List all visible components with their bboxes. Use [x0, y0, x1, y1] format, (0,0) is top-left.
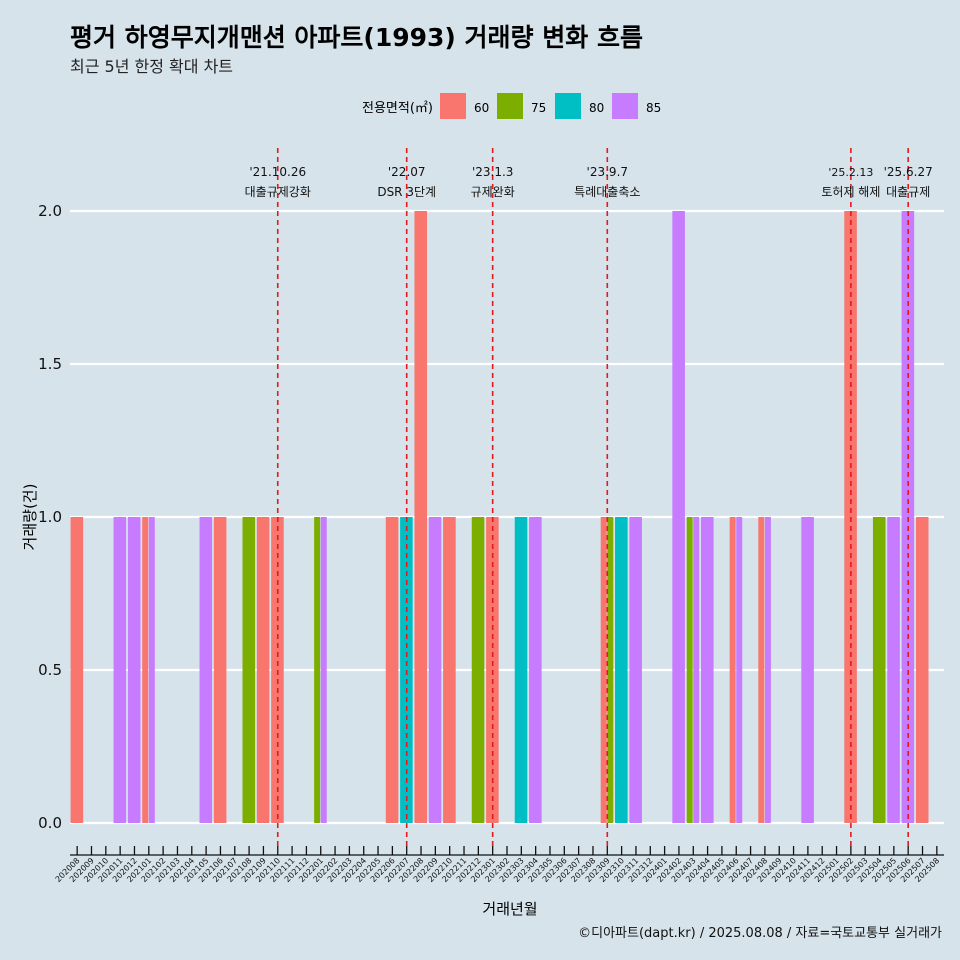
y-tick-label: 1.5	[38, 355, 62, 373]
bar-202406-60	[729, 517, 736, 823]
annotation-date: '22.07	[388, 165, 426, 179]
annotation-label: 대출규제	[886, 185, 930, 199]
legend-title: 전용면적(㎡)	[362, 101, 433, 116]
annotation-label: DSR 3단계	[377, 185, 436, 199]
legend-label-85: 85	[646, 101, 661, 115]
y-tick-label: 1.0	[38, 508, 62, 526]
bar-202408-85	[764, 517, 771, 823]
x-axis-label: 거래년월	[482, 900, 537, 918]
bar-202108-75	[242, 517, 256, 823]
bar-202011-85	[113, 517, 127, 823]
y-axis-label: 거래량(건)	[21, 484, 39, 551]
legend: 전용면적(㎡) 60 75 80 85	[362, 93, 661, 119]
legend-swatch-60	[440, 93, 466, 119]
bar-202310-80	[615, 517, 628, 823]
bar-202209-85	[428, 517, 442, 823]
y-axis: 0.0 0.5 1.0 1.5 2.0	[38, 202, 62, 832]
annotation-label: 특례대출축소	[574, 185, 640, 199]
bar-202311-85	[629, 517, 642, 823]
y-tick-label: 2.0	[38, 202, 62, 220]
bar-202403-85	[693, 517, 700, 823]
bar-202402-85	[672, 211, 685, 823]
annotation-date: '23.9.7	[587, 165, 628, 179]
bar-202106-60	[213, 517, 227, 823]
y-tick-label: 0.5	[38, 661, 62, 679]
legend-label-75: 75	[531, 101, 546, 115]
bar-202403-75	[686, 517, 693, 823]
bar-202105-85	[199, 517, 213, 823]
bar-202309-60	[600, 517, 607, 823]
annotation-label: 규제완화	[471, 185, 515, 199]
annotation-date: '23.1.3	[472, 165, 513, 179]
bar-202206-60	[385, 517, 399, 823]
chart-title: 평거 하영무지개맨션 아파트(1993) 거래량 변화 흐름	[70, 23, 643, 52]
annotation-label: 대출규제강화	[245, 185, 311, 199]
bar-202507-60	[915, 517, 929, 823]
bar-202304-85	[529, 517, 542, 823]
bar-202101-60	[142, 517, 149, 823]
bar-202504-75	[872, 517, 886, 823]
bar-202505-85	[887, 517, 900, 823]
bar-202201-75	[314, 517, 321, 823]
bar-202408-60	[758, 517, 765, 823]
annotation-date: '25.2.13	[828, 166, 873, 179]
y-tick-label: 0.0	[38, 814, 62, 832]
bar-202208-60	[414, 211, 428, 823]
bar-202303-80	[514, 517, 528, 823]
annotation-date: '21.10.26	[249, 165, 306, 179]
bar-202411-85	[801, 517, 814, 823]
bar-202309-75	[607, 517, 614, 823]
bar-202201-85	[320, 517, 327, 823]
legend-swatch-80	[555, 93, 581, 119]
chart-subtitle: 최근 5년 한정 확대 차트	[70, 57, 234, 76]
bar-202008-60	[70, 517, 84, 823]
legend-label-80: 80	[589, 101, 604, 115]
bar-202406-85	[736, 517, 743, 823]
event-annotations: '21.10.26 대출규제강화 '22.07 DSR 3단계 '23.1.3 규제완화 '…	[245, 148, 933, 850]
bar-202210-60	[443, 517, 456, 823]
annotation-date: '25.6.27	[884, 165, 933, 179]
bar-202012-85	[127, 517, 141, 823]
source-caption: ©디아파트(dapt.kr) / 2025.08.08 / 자료=국토교통부 실…	[578, 926, 942, 941]
x-axis: 2020082020092020102020112020122021012021…	[54, 846, 944, 884]
bar-202212-75	[471, 517, 485, 823]
legend-label-60: 60	[474, 101, 489, 115]
bar-202404-85	[700, 517, 714, 823]
legend-swatch-85	[612, 93, 638, 119]
legend-swatch-75	[497, 93, 523, 119]
bar-202101-85	[148, 517, 155, 823]
annotation-label: 토허제 해제	[821, 185, 880, 199]
bar-202109-60	[256, 517, 270, 823]
